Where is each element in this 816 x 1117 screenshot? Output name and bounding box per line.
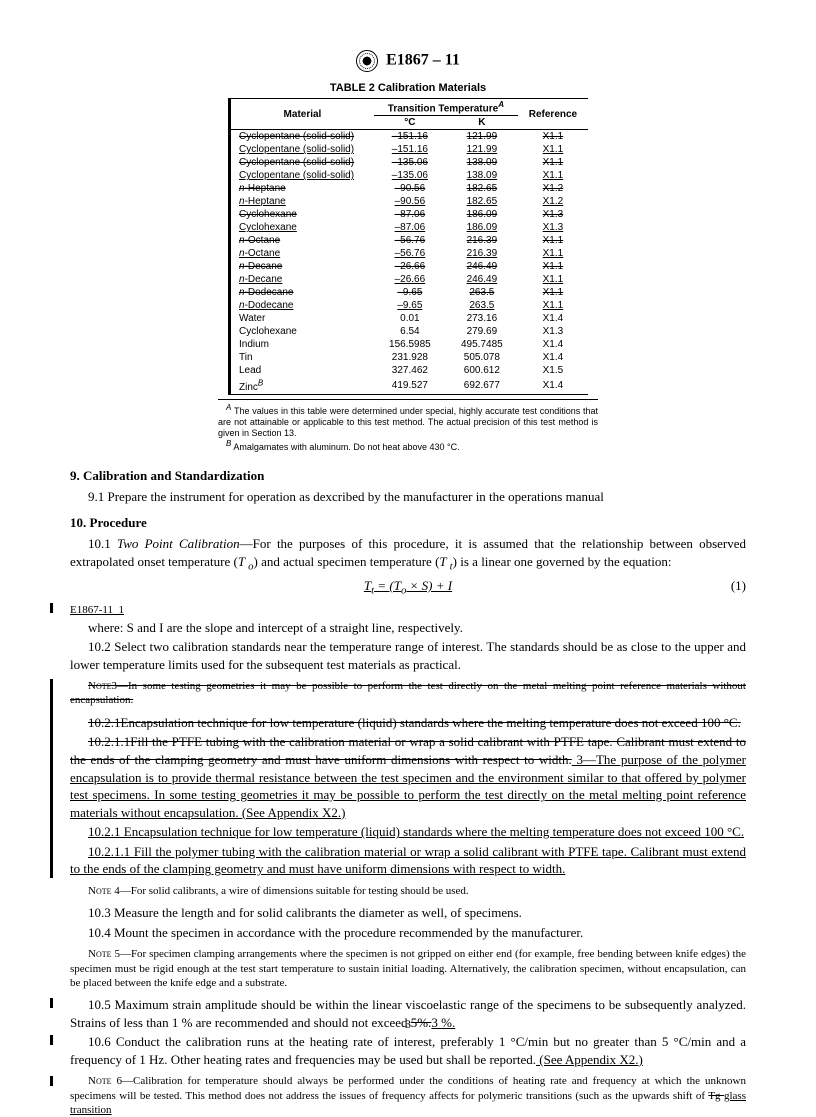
table-row: n-Decane–26.66246.49X1.1 [230,260,589,273]
page-header: E1867 – 11 [70,50,746,72]
th-material: Material [230,99,374,130]
table-row: Cyclohexane–87.06186.09X1.3 [230,221,589,234]
para-10-2-1-1-struck-and-new: 10.2.1.1Fill the PTFE tubing with the ca… [70,733,746,821]
astm-logo-icon [356,50,378,72]
revision-bar: E1867-11_1 [70,601,746,617]
equation-1: Tt = (To × S) + I (1) [70,578,746,597]
table-row: ZincB419.527692.677X1.4 [230,377,589,394]
th-kelvin: K [446,116,518,130]
para-10-2-1-struck: 10.2.1Encapsulation technique for low te… [70,714,746,732]
table-row: Cyclohexane6.54279.69X1.3 [230,325,589,338]
table-row: n-Dodecane–9.65263.5X1.1 [230,286,589,299]
line-id: E1867-11_1 [70,604,124,616]
table-row: n-Heptane–90.56182.65X1.2 [230,182,589,195]
para-10-4: 10.4 Mount the specimen in accordance wi… [70,924,746,942]
note-6: Note 6—Calibration for temperature shoul… [70,1074,746,1117]
table-row: n-Dodecane–9.65263.5X1.1 [230,299,589,312]
section-10-title: 10. Procedure [70,515,746,531]
para-10-1: 10.1 Two Point Calibration—For the purpo… [70,535,746,574]
table-row: Tin231.928505.078X1.4 [230,351,589,364]
section-9-title: 9. Calibration and Standardization [70,468,746,484]
footnote-b: Amalgamates with aluminum. Do not heat a… [233,442,459,452]
note-4: Note 4—For solid calibrants, a wire of d… [70,884,746,898]
table-row: n-Octane–56.76216.39X1.1 [230,234,589,247]
table-footnotes: A The values in this table were determin… [218,399,598,454]
table-title: TABLE 2 Calibration Materials [70,82,746,94]
note-5: Note 5—For specimen clamping arrangement… [70,947,746,990]
para-10-2-1-1-new: 10.2.1.1 Fill the polymer tubing with th… [70,843,746,878]
th-celsius: °C [374,116,446,130]
para-10-2: 10.2 Select two calibration standards ne… [70,638,746,673]
page-number: 3 [0,1017,816,1032]
table-row: n-Octane–56.76216.39X1.1 [230,247,589,260]
para-10-2-1-new: 10.2.1 Encapsulation technique for low t… [70,823,746,841]
footnote-a: The values in this table were determined… [218,406,598,439]
table-row: Cyclopentane (solid-solid)–135.06138.09X… [230,156,589,169]
para-10-6: 10.6 Conduct the calibration runs at the… [70,1033,746,1068]
table-row: Cyclopentane (solid-solid)–151.16121.99X… [230,143,589,156]
para-10-3: 10.3 Measure the length and for solid ca… [70,904,746,922]
designation: E1867 – 11 [386,52,460,69]
table-row: n-Heptane–90.56182.65X1.2 [230,195,589,208]
table-row: Cyclopentane (solid-solid)–151.16121.99X… [230,130,589,144]
table-row: Lead327.462600.612X1.5 [230,364,589,377]
revised-block: Note3—In some testing geometries it may … [50,679,746,878]
para-9-1: 9.1 Prepare the instrument for operation… [70,488,746,506]
table-row: Cyclohexane–87.06186.09X1.3 [230,208,589,221]
table-row: n-Decane–26.66246.49X1.1 [230,273,589,286]
th-transition: Transition TemperatureA [374,99,518,116]
para-where: where: S and I are the slope and interce… [70,619,746,637]
table-row: Indium156.5985495.7485X1.4 [230,338,589,351]
note-3-struck: Note3—In some testing geometries it may … [70,679,746,708]
table-row: Cyclopentane (solid-solid)–135.06138.09X… [230,169,589,182]
th-reference: Reference [518,99,588,130]
calibration-table: Material Transition TemperatureA Referen… [228,98,588,395]
table-row: Water0.01273.16X1.4 [230,312,589,325]
